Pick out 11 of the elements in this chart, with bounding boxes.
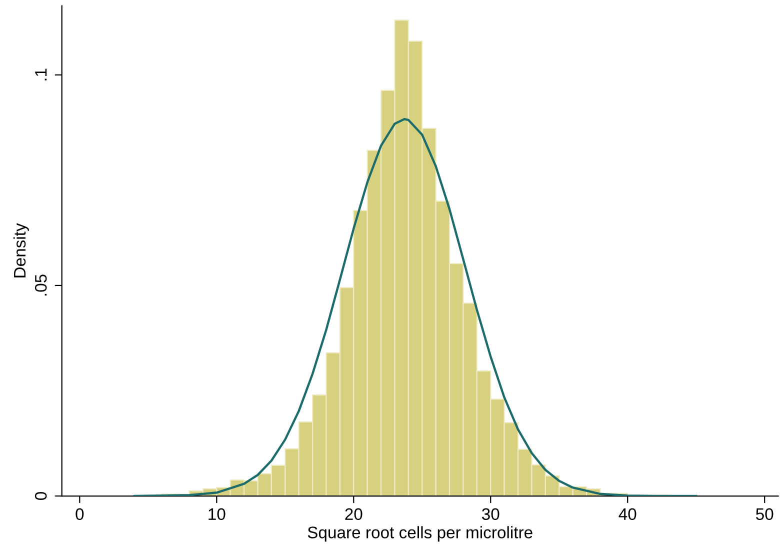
y-axis-title: Density — [13, 223, 29, 278]
x-tick-label: 40 — [618, 508, 636, 520]
x-tick-label: 0 — [76, 508, 84, 520]
x-tick-label: 50 — [756, 508, 774, 520]
y-tick-label: .05 — [34, 274, 47, 296]
x-tick-label: 10 — [208, 508, 226, 520]
x-tick-label: 30 — [482, 508, 500, 520]
y-tick-label: 0 — [34, 492, 47, 500]
y-tick-label: .1 — [35, 68, 47, 80]
x-axis-title: Square root cells per microlitre — [308, 526, 532, 542]
x-tick-label: 20 — [345, 508, 362, 520]
